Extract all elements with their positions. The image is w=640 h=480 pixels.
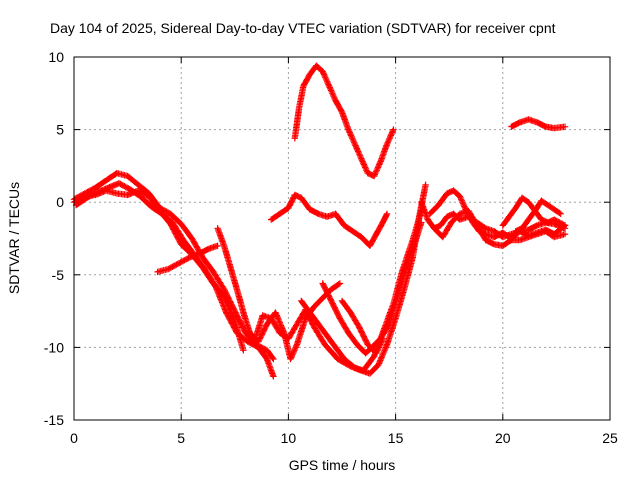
x-tick-label: 25 (602, 430, 618, 446)
data-points (70, 62, 569, 380)
x-axis-label: GPS time / hours (289, 457, 396, 473)
series-markers (154, 242, 221, 276)
series-markers (214, 225, 344, 363)
data-series (214, 225, 344, 363)
series-markers (268, 191, 391, 249)
data-series (154, 242, 221, 276)
y-tick-label: -10 (44, 339, 64, 355)
plot-frame (73, 56, 611, 421)
data-series (508, 116, 569, 132)
data-series (431, 207, 569, 249)
data-series (72, 180, 277, 380)
data-series (338, 297, 386, 357)
y-tick-label: 10 (48, 49, 64, 65)
series-markers (338, 297, 386, 357)
x-tick-label: 15 (388, 430, 404, 446)
y-tick-label: 5 (56, 122, 64, 138)
series-markers (512, 197, 564, 235)
data-series (268, 191, 391, 249)
x-tick-label: 5 (177, 430, 185, 446)
x-tick-label: 20 (495, 430, 511, 446)
series-markers (508, 116, 569, 132)
series-markers (319, 219, 425, 357)
data-series (319, 219, 425, 357)
y-tick-label: -15 (44, 412, 64, 428)
data-series (291, 62, 397, 180)
series-markers (431, 207, 569, 249)
chart-title: Day 104 of 2025, Sidereal Day-to-day VTE… (50, 20, 556, 36)
data-series (512, 197, 564, 235)
x-tick-label: 10 (281, 430, 297, 446)
y-tick-label: 0 (56, 194, 64, 210)
y-tick-label: -5 (52, 267, 65, 283)
y-axis-label: SDTVAR / TECUs (6, 182, 22, 294)
series-markers (291, 62, 397, 180)
series-markers (72, 180, 277, 380)
axis-ticks: 0 5 10 15 20 25 -15 -10 -5 0 5 10 (44, 49, 618, 446)
x-tick-label: 0 (70, 430, 78, 446)
